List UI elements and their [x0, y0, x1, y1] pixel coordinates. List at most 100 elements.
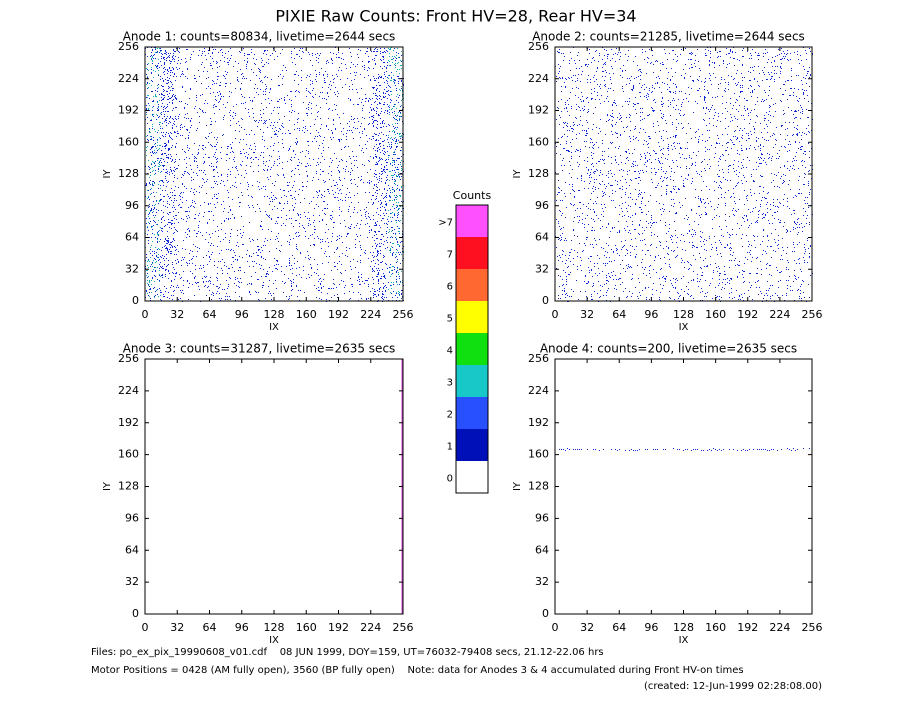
y-tick-label: 192	[528, 104, 549, 117]
y-tick-label: 128	[118, 480, 139, 493]
colorbar-frame	[455, 204, 489, 494]
y-tick-label: 160	[528, 135, 549, 148]
y-tick-label: 64	[535, 543, 549, 556]
y-tick-label: 64	[535, 231, 549, 244]
y-tick-label: 256	[528, 352, 549, 365]
colorbar-label: 1	[447, 442, 453, 453]
x-tick-label: 32	[170, 308, 184, 321]
y-axis-label: IY	[512, 481, 523, 491]
y-tick-label: 192	[528, 416, 549, 429]
colorbar-swatch	[456, 333, 488, 365]
x-tick-label: 224	[360, 621, 381, 634]
plot-frame	[554, 46, 813, 302]
y-tick-label: 128	[528, 480, 549, 493]
x-tick-label: 128	[264, 621, 285, 634]
x-tick-label: 96	[235, 621, 249, 634]
y-tick-label: 256	[118, 40, 139, 53]
x-tick-label: 160	[296, 308, 317, 321]
colorbar-label: 5	[447, 314, 453, 325]
x-tick-label: 192	[737, 308, 758, 321]
colorbar-swatch	[456, 205, 488, 237]
panel-title: Anode 4: counts=200, livetime=2635 secs	[540, 342, 797, 356]
y-tick-label: 128	[528, 167, 549, 180]
panel-title: Anode 2: counts=21285, livetime=2644 sec…	[532, 30, 805, 44]
y-axis-label: IY	[512, 169, 523, 179]
y-tick-label: 224	[118, 72, 139, 85]
y-tick-label: 0	[542, 294, 549, 307]
y-tick-label: 160	[118, 448, 139, 461]
colorbar-label: 4	[447, 346, 453, 357]
detector-texture	[145, 47, 404, 302]
files-note: Files: po_ex_pix_19990608_v01.cdf 08 JUN…	[91, 647, 604, 658]
y-tick-label: 32	[125, 575, 139, 588]
plot-frame	[144, 358, 404, 615]
x-tick-label: 160	[296, 621, 317, 634]
colorbar-swatch	[456, 397, 488, 429]
x-tick-label: 128	[673, 308, 694, 321]
x-tick-label: 0	[142, 308, 149, 321]
x-tick-label: 64	[612, 308, 626, 321]
x-tick-label: 96	[644, 308, 658, 321]
panel-title: Anode 1: counts=80834, livetime=2644 sec…	[123, 30, 396, 44]
y-tick-label: 160	[528, 448, 549, 461]
colorbar-label: 2	[447, 410, 453, 421]
x-tick-label: 224	[769, 308, 790, 321]
y-tick-label: 256	[528, 40, 549, 53]
y-tick-label: 224	[118, 384, 139, 397]
colorbar-title: Counts	[453, 189, 492, 202]
x-tick-label: 0	[552, 308, 559, 321]
y-tick-label: 224	[528, 72, 549, 85]
x-tick-label: 64	[203, 621, 217, 634]
x-tick-label: 96	[644, 621, 658, 634]
colorbar-swatch	[456, 365, 488, 397]
x-axis-label: IX	[269, 322, 279, 333]
y-tick-label: 96	[125, 199, 139, 212]
y-tick-label: 32	[535, 575, 549, 588]
y-tick-label: 192	[118, 104, 139, 117]
y-tick-label: 224	[528, 384, 549, 397]
y-tick-label: 96	[535, 511, 549, 524]
y-tick-label: 128	[118, 167, 139, 180]
plot-frame	[554, 358, 813, 615]
y-tick-label: 0	[132, 607, 139, 620]
x-tick-label: 256	[393, 308, 414, 321]
y-tick-label: 192	[118, 416, 139, 429]
x-tick-label: 160	[705, 308, 726, 321]
y-tick-label: 0	[542, 607, 549, 620]
colorbar-label: 3	[447, 378, 453, 389]
y-tick-label: 64	[125, 231, 139, 244]
x-axis-label: IX	[679, 635, 689, 646]
y-axis-label: IY	[102, 481, 113, 491]
y-tick-label: 32	[535, 262, 549, 275]
colorbar-label: 7	[447, 250, 453, 261]
colorbar-label: 6	[447, 282, 453, 293]
x-axis-label: IX	[269, 635, 279, 646]
y-tick-label: 96	[125, 511, 139, 524]
y-tick-label: 0	[132, 294, 139, 307]
x-tick-label: 192	[328, 308, 349, 321]
colorbar-swatch	[456, 429, 488, 461]
created-note: (created: 12-Jun-1999 02:28:08.00)	[644, 681, 822, 692]
y-tick-label: 256	[118, 352, 139, 365]
x-tick-label: 256	[802, 308, 823, 321]
x-tick-label: 256	[802, 621, 823, 634]
detector-texture	[145, 47, 404, 301]
y-tick-label: 64	[125, 543, 139, 556]
detector-texture	[559, 448, 810, 451]
x-tick-label: 256	[393, 621, 414, 634]
x-tick-label: 160	[705, 621, 726, 634]
x-tick-label: 128	[264, 308, 285, 321]
colorbar-label: >7	[438, 218, 453, 229]
page-title: PIXIE Raw Counts: Front HV=28, Rear HV=3…	[275, 7, 636, 26]
x-tick-label: 192	[737, 621, 758, 634]
x-tick-label: 0	[142, 621, 149, 634]
x-tick-label: 64	[203, 308, 217, 321]
x-tick-label: 0	[552, 621, 559, 634]
plot-frame	[144, 46, 404, 302]
x-tick-label: 128	[673, 621, 694, 634]
x-tick-label: 32	[170, 621, 184, 634]
x-tick-label: 32	[580, 308, 594, 321]
y-tick-label: 32	[125, 262, 139, 275]
y-tick-label: 160	[118, 135, 139, 148]
